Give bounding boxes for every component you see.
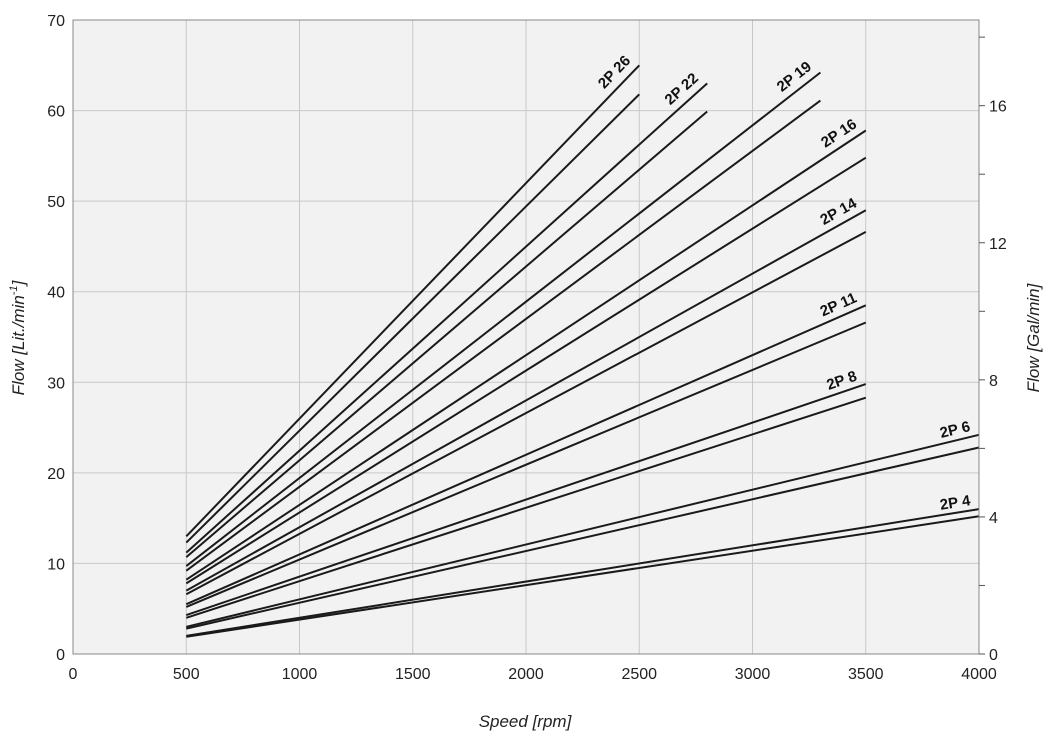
x-tick-label: 3000: [735, 666, 771, 683]
series-curve: [185, 396, 867, 619]
y-tick-label: 40: [47, 285, 65, 302]
y-tick-label: 10: [47, 556, 65, 573]
right-axis-ticks: [979, 36, 985, 655]
x-tick-label: 1000: [282, 666, 318, 683]
y-axis-title: Flow [Lit./min-1]: [8, 279, 28, 395]
series-curve: [186, 508, 980, 637]
y-tick-label: 0: [56, 647, 65, 664]
y2-tick-label: 16: [989, 99, 1007, 116]
series-label: 2P 6: [938, 418, 972, 442]
series-curve: [185, 82, 708, 554]
series-curve: [185, 129, 867, 581]
y-tick-label: 20: [47, 466, 65, 483]
series-curve: [186, 446, 980, 630]
y2-tick-label: 4: [989, 510, 998, 527]
series-curve: [185, 71, 822, 567]
y2-tick-label: 12: [989, 236, 1007, 253]
series-curve: [185, 110, 708, 558]
series-curve: [185, 156, 867, 585]
series-curve: [185, 383, 867, 617]
y2-tick-labels: 0 4 8 12 16: [989, 99, 1007, 664]
y2-tick-label: 0: [989, 647, 998, 664]
y-tick-label: 50: [47, 194, 65, 211]
series-curve: [185, 231, 867, 596]
x-axis-title: Speed [rpm]: [479, 712, 573, 731]
y-tick-labels: 0 10 20 30 40 50 60 70: [47, 13, 65, 664]
series-curve: [185, 64, 641, 537]
x-tick-label: 4000: [961, 666, 997, 683]
series-curve: [185, 93, 641, 544]
y-tick-label: 30: [47, 375, 65, 392]
gridlines: [73, 20, 979, 654]
series-curve: [185, 321, 867, 608]
series-curves: [185, 64, 980, 638]
y-tick-label: 60: [47, 104, 65, 121]
x-tick-label: 2500: [621, 666, 657, 683]
y-axis-title-superscript: -1: [8, 285, 20, 295]
y-axis-title-close: ]: [9, 279, 28, 287]
series-label: 2P 4: [939, 492, 973, 514]
x-tick-label: 0: [69, 666, 78, 683]
series-curve: [185, 209, 867, 592]
series-curve: [185, 99, 821, 572]
x-tick-label: 2000: [508, 666, 544, 683]
y-axis-title-main: Flow [Lit./min: [9, 295, 28, 395]
y2-tick-label: 8: [989, 373, 998, 390]
x-tick-label: 1500: [395, 666, 431, 683]
series-curve: [186, 433, 980, 628]
y2-axis-title: Flow [Gal/min]: [1024, 282, 1043, 392]
series-curve: [185, 304, 867, 606]
plot-frame: [72, 19, 980, 655]
x-tick-labels: 0 500 1000 1500 2000 2500 3000 3500 4000: [69, 666, 997, 683]
series-curve: [186, 515, 980, 638]
x-tick-label: 3500: [848, 666, 884, 683]
y-tick-label: 70: [47, 13, 65, 30]
x-tick-label: 500: [173, 666, 200, 683]
